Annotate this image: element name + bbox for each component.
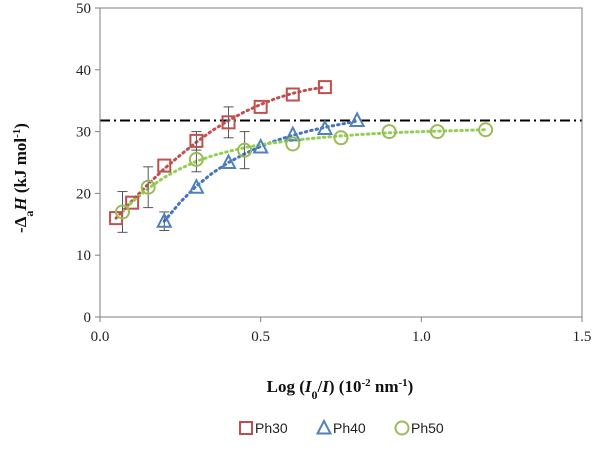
y-tick-label: 10: [76, 248, 91, 264]
data-point-ph30: [221, 115, 236, 130]
data-point-ph50: [381, 124, 397, 140]
legend-item-ph40: Ph40: [315, 418, 366, 436]
trendline-ph50: [121, 128, 488, 214]
legend-label-ph50: Ph50: [411, 420, 444, 436]
error-bar: [223, 106, 234, 139]
data-point-ph50: [478, 122, 494, 138]
data-point-ph40: [220, 153, 237, 169]
data-point-ph30: [125, 195, 140, 210]
legend: Ph30 Ph40 Ph50: [239, 418, 444, 436]
legend-marker-ph30: [239, 421, 253, 435]
data-point-ph50: [140, 179, 156, 195]
y-tick-label: 50: [76, 1, 91, 17]
data-point-ph50: [429, 124, 445, 140]
legend-item-ph50: Ph50: [394, 420, 444, 436]
series-ph50: [114, 122, 494, 220]
data-point-ph40: [252, 137, 269, 154]
legend-label-ph40: Ph40: [333, 420, 366, 436]
data-point-ph40: [348, 111, 366, 127]
data-point-ph30: [285, 87, 300, 102]
y-tick-label: 20: [76, 186, 91, 202]
legend-marker-ph50: [394, 420, 410, 436]
data-point-ph30: [157, 158, 172, 173]
data-point-ph50: [285, 136, 301, 152]
data-point-ph40: [188, 178, 205, 194]
x-tick-label: 0.0: [91, 329, 110, 345]
data-point-ph50: [114, 204, 130, 220]
y-tick-label: 30: [76, 125, 91, 141]
axes: 0 10 20 30 40 50 0.0 0.5 1.0 1.5: [76, 1, 591, 345]
data-point-ph50: [237, 142, 253, 158]
data-point-ph50: [188, 151, 204, 167]
x-axis-title: Log (I0/I) (10-2 nm-1): [267, 377, 414, 402]
legend-marker-ph40: [315, 418, 333, 435]
legend-label-ph30: Ph30: [255, 420, 288, 436]
data-point-ph40: [284, 125, 301, 142]
trendline-ph40: [162, 119, 359, 223]
data-point-ph30: [317, 80, 332, 95]
x-tick-label: 1.0: [412, 329, 431, 345]
data-point-ph40: [316, 119, 334, 136]
plot-area: [100, 80, 582, 233]
series-ph30: [109, 80, 332, 226]
y-tick-label: 0: [84, 310, 92, 326]
y-tick-label: 40: [76, 63, 91, 79]
error-bar: [239, 131, 250, 170]
data-point-ph30: [189, 133, 204, 148]
data-point-ph50: [333, 130, 349, 146]
legend-item-ph30: Ph30: [239, 420, 288, 436]
series-ph40: [156, 111, 366, 228]
data-point-ph40: [156, 212, 173, 228]
y-axis-title: -ΔaH (kJ mol-1): [11, 123, 36, 233]
x-tick-label: 1.5: [573, 329, 592, 345]
plot-frame: [99, 7, 583, 318]
error-bar: [143, 166, 154, 209]
data-point-ph30: [253, 99, 268, 114]
x-tick-label: 0.5: [251, 329, 270, 345]
